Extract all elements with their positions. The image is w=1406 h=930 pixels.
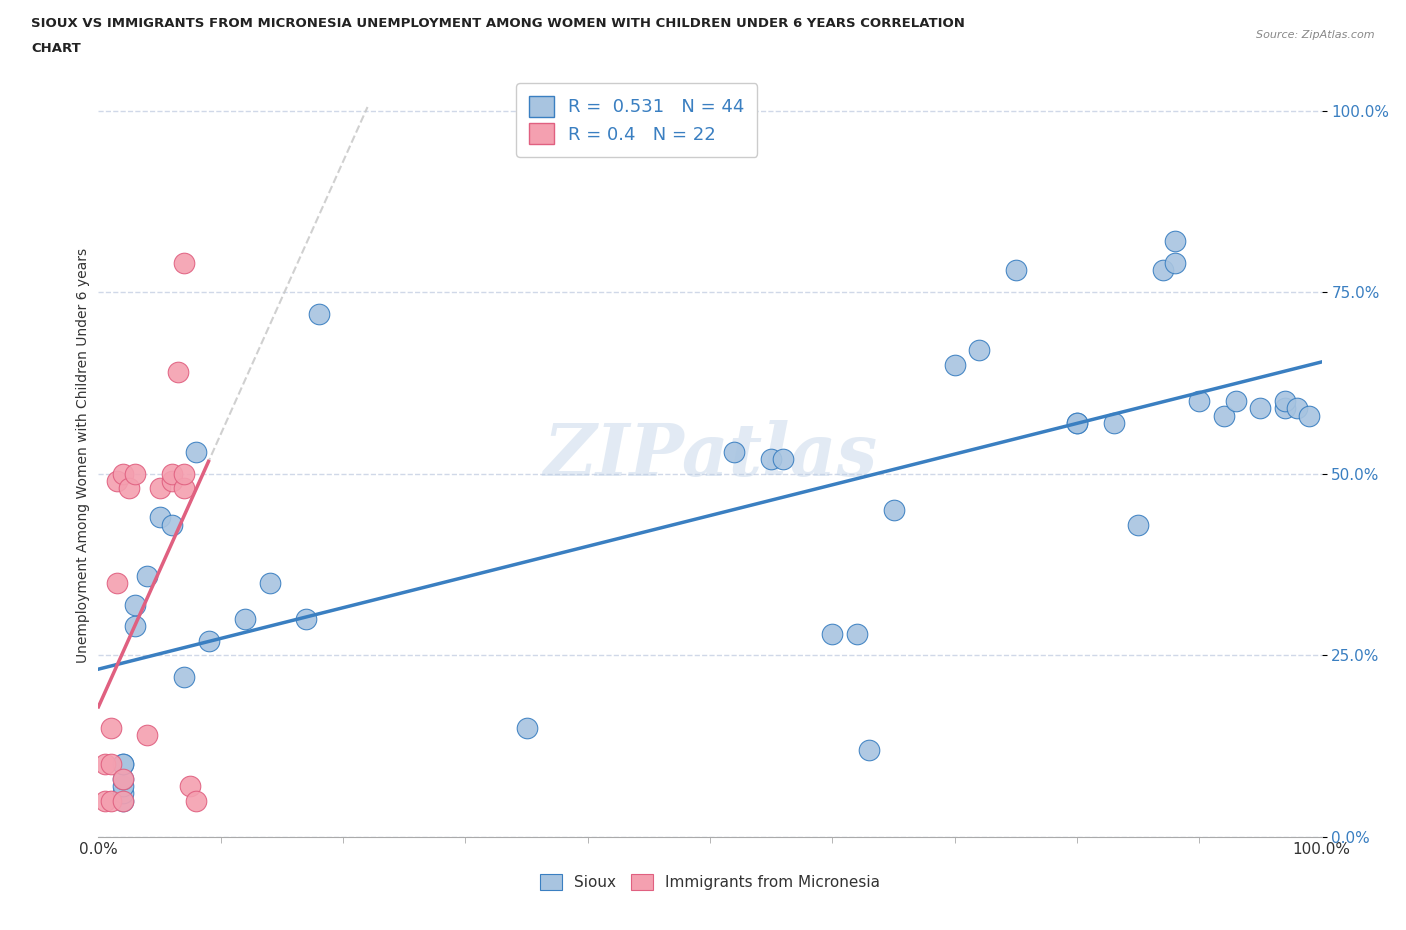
- Point: [111, 793, 134, 808]
- Point: [259, 576, 281, 591]
- Point: [186, 445, 208, 459]
- Point: [118, 481, 141, 496]
- Point: [160, 467, 183, 482]
- Point: [197, 633, 219, 648]
- Point: [1152, 263, 1174, 278]
- Point: [167, 365, 190, 379]
- Point: [1249, 401, 1271, 416]
- Point: [1225, 393, 1247, 408]
- Point: [173, 670, 195, 684]
- Point: [308, 307, 330, 322]
- Text: CHART: CHART: [31, 42, 80, 55]
- Point: [1164, 256, 1187, 271]
- Point: [1004, 263, 1026, 278]
- Point: [111, 757, 134, 772]
- Point: [821, 626, 844, 641]
- Point: [93, 757, 115, 772]
- Point: [173, 467, 195, 482]
- Point: [845, 626, 868, 641]
- Point: [136, 568, 159, 583]
- Point: [160, 473, 183, 488]
- Point: [186, 793, 208, 808]
- Point: [149, 510, 172, 525]
- Point: [1066, 416, 1088, 431]
- Point: [111, 778, 134, 793]
- Point: [723, 445, 745, 459]
- Point: [943, 357, 966, 372]
- Legend: Sioux, Immigrants from Micronesia: Sioux, Immigrants from Micronesia: [533, 867, 887, 898]
- Point: [105, 473, 128, 488]
- Text: ZIPatlas: ZIPatlas: [543, 420, 877, 491]
- Point: [1286, 401, 1309, 416]
- Point: [111, 786, 134, 801]
- Point: [1102, 416, 1125, 431]
- Point: [883, 503, 905, 518]
- Point: [173, 481, 195, 496]
- Point: [111, 772, 134, 787]
- Point: [1212, 408, 1234, 423]
- Point: [100, 757, 122, 772]
- Point: [105, 576, 128, 591]
- Point: [100, 793, 122, 808]
- Point: [1298, 408, 1320, 423]
- Point: [1066, 416, 1088, 431]
- Point: [149, 481, 172, 496]
- Point: [858, 742, 880, 757]
- Point: [1274, 401, 1296, 416]
- Point: [295, 612, 318, 627]
- Point: [124, 619, 146, 634]
- Point: [515, 721, 537, 736]
- Point: [179, 778, 201, 793]
- Point: [111, 772, 134, 787]
- Point: [124, 597, 146, 612]
- Point: [233, 612, 256, 627]
- Point: [136, 728, 159, 743]
- Point: [1128, 517, 1150, 532]
- Point: [111, 467, 134, 482]
- Point: [160, 517, 183, 532]
- Point: [1274, 393, 1296, 408]
- Point: [772, 452, 794, 467]
- Point: [124, 467, 146, 482]
- Point: [111, 757, 134, 772]
- Y-axis label: Unemployment Among Women with Children Under 6 years: Unemployment Among Women with Children U…: [76, 248, 90, 663]
- Point: [761, 452, 783, 467]
- Text: Source: ZipAtlas.com: Source: ZipAtlas.com: [1257, 30, 1375, 40]
- Point: [1164, 234, 1187, 249]
- Point: [967, 343, 990, 358]
- Text: SIOUX VS IMMIGRANTS FROM MICRONESIA UNEMPLOYMENT AMONG WOMEN WITH CHILDREN UNDER: SIOUX VS IMMIGRANTS FROM MICRONESIA UNEM…: [31, 17, 965, 30]
- Point: [93, 793, 115, 808]
- Point: [1188, 393, 1211, 408]
- Point: [111, 793, 134, 808]
- Point: [173, 256, 195, 271]
- Point: [100, 721, 122, 736]
